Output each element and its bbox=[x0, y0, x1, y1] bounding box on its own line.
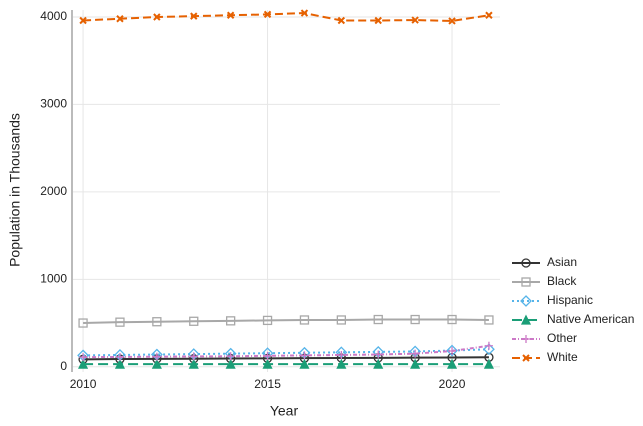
legend-label: Other bbox=[547, 331, 577, 345]
marker bbox=[152, 317, 162, 327]
marker bbox=[79, 16, 87, 25]
y-tick-label: 2000 bbox=[40, 184, 67, 198]
marker bbox=[151, 358, 162, 369]
marker bbox=[115, 317, 125, 327]
marker bbox=[373, 314, 383, 325]
marker bbox=[484, 341, 493, 350]
marker bbox=[411, 16, 419, 24]
legend-label: Asian bbox=[547, 255, 577, 269]
marker bbox=[446, 358, 458, 369]
legend-marker bbox=[521, 277, 531, 287]
marker bbox=[226, 352, 235, 361]
marker bbox=[263, 351, 272, 360]
marker bbox=[337, 16, 346, 25]
y-tick-label: 4000 bbox=[40, 9, 67, 23]
legend-label: White bbox=[547, 350, 578, 364]
marker bbox=[153, 13, 161, 21]
marker bbox=[300, 9, 309, 17]
marker bbox=[78, 358, 89, 369]
marker bbox=[189, 352, 198, 361]
marker bbox=[299, 315, 310, 325]
legend-marker bbox=[522, 354, 530, 362]
marker bbox=[410, 358, 421, 369]
legend-label: Native American bbox=[547, 312, 634, 326]
marker bbox=[484, 315, 494, 325]
marker bbox=[299, 358, 310, 369]
marker bbox=[446, 344, 458, 357]
marker bbox=[337, 350, 346, 359]
marker bbox=[262, 315, 273, 326]
marker bbox=[483, 343, 495, 356]
marker bbox=[336, 358, 347, 369]
marker bbox=[262, 358, 273, 369]
marker bbox=[263, 10, 272, 19]
marker bbox=[190, 12, 198, 20]
marker bbox=[410, 314, 420, 325]
marker bbox=[447, 314, 457, 325]
marker bbox=[79, 353, 88, 362]
marker bbox=[152, 352, 161, 361]
legend-marker bbox=[520, 314, 532, 325]
marker bbox=[374, 350, 383, 359]
marker bbox=[114, 358, 126, 369]
marker bbox=[116, 15, 124, 23]
series-line bbox=[83, 12, 490, 22]
marker bbox=[411, 349, 420, 358]
marker bbox=[226, 11, 235, 19]
marker bbox=[483, 358, 494, 369]
legend-marker bbox=[522, 335, 530, 343]
marker bbox=[226, 316, 236, 326]
series-line bbox=[83, 356, 489, 361]
marker bbox=[485, 11, 493, 19]
x-tick-label: 2010 bbox=[70, 377, 97, 391]
marker bbox=[189, 316, 199, 326]
marker bbox=[448, 347, 457, 356]
marker bbox=[336, 315, 346, 325]
y-tick-label: 0 bbox=[60, 359, 67, 373]
legend-label: Black bbox=[547, 274, 577, 288]
y-tick-label: 3000 bbox=[40, 97, 67, 111]
marker bbox=[115, 352, 124, 361]
marker bbox=[188, 358, 199, 369]
x-tick-label: 2015 bbox=[254, 377, 281, 391]
legend-label: Hispanic bbox=[547, 293, 593, 307]
marker bbox=[374, 16, 382, 25]
marker bbox=[448, 17, 456, 25]
legend-marker bbox=[521, 258, 531, 268]
y-axis-label: Population in Thousands bbox=[7, 113, 23, 267]
y-tick-label: 1000 bbox=[40, 271, 67, 285]
marker bbox=[78, 318, 88, 328]
legend-marker bbox=[520, 295, 532, 307]
marker bbox=[300, 351, 309, 360]
series-line bbox=[83, 318, 489, 325]
x-tick-label: 2020 bbox=[439, 377, 466, 391]
marker bbox=[373, 358, 384, 369]
marker bbox=[225, 358, 236, 369]
x-axis-label: Year bbox=[270, 403, 299, 419]
